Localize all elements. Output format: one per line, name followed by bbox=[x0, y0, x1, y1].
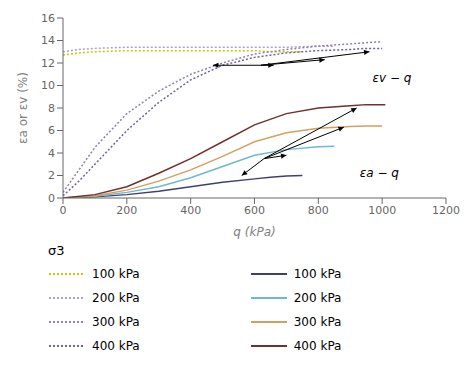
svg-text:0: 0 bbox=[48, 192, 55, 205]
svg-text:1200: 1200 bbox=[432, 204, 460, 217]
svg-text:8: 8 bbox=[48, 102, 55, 115]
html-text:100 kPa: 100 kPa bbox=[293, 267, 342, 281]
html-text:300 kPa: 300 kPa bbox=[92, 315, 140, 329]
svg-text:q (kPa): q (kPa) bbox=[233, 225, 275, 239]
svg-text:6: 6 bbox=[48, 124, 55, 137]
svg-text:600: 600 bbox=[244, 204, 265, 217]
svg-text:16: 16 bbox=[41, 12, 55, 25]
svg-text:800: 800 bbox=[308, 204, 329, 217]
html-text:400 kPa: 400 kPa bbox=[293, 339, 342, 353]
svg-text:200: 200 bbox=[116, 204, 137, 217]
html-text:400 kPa: 400 kPa bbox=[92, 339, 140, 353]
html-text:100 kPa: 100 kPa bbox=[92, 267, 140, 281]
svg-text:εv − q: εv − q bbox=[373, 71, 412, 85]
html-text:σ3: σ3 bbox=[48, 243, 65, 258]
svg-text:εa or εv (%): εa or εv (%) bbox=[16, 72, 30, 144]
svg-text:14: 14 bbox=[41, 34, 55, 47]
html-text:200 kPa: 200 kPa bbox=[293, 291, 342, 305]
svg-text:0: 0 bbox=[60, 204, 67, 217]
svg-text:12: 12 bbox=[41, 57, 55, 70]
svg-text:εa − q: εa − q bbox=[360, 166, 400, 180]
html-text:300 kPa: 300 kPa bbox=[293, 315, 342, 329]
svg-text:400: 400 bbox=[180, 204, 201, 217]
svg-text:2: 2 bbox=[48, 169, 55, 182]
html-text:200 kPa: 200 kPa bbox=[92, 291, 140, 305]
svg-text:1000: 1000 bbox=[368, 204, 396, 217]
svg-text:10: 10 bbox=[41, 79, 55, 92]
svg-text:4: 4 bbox=[48, 147, 55, 160]
